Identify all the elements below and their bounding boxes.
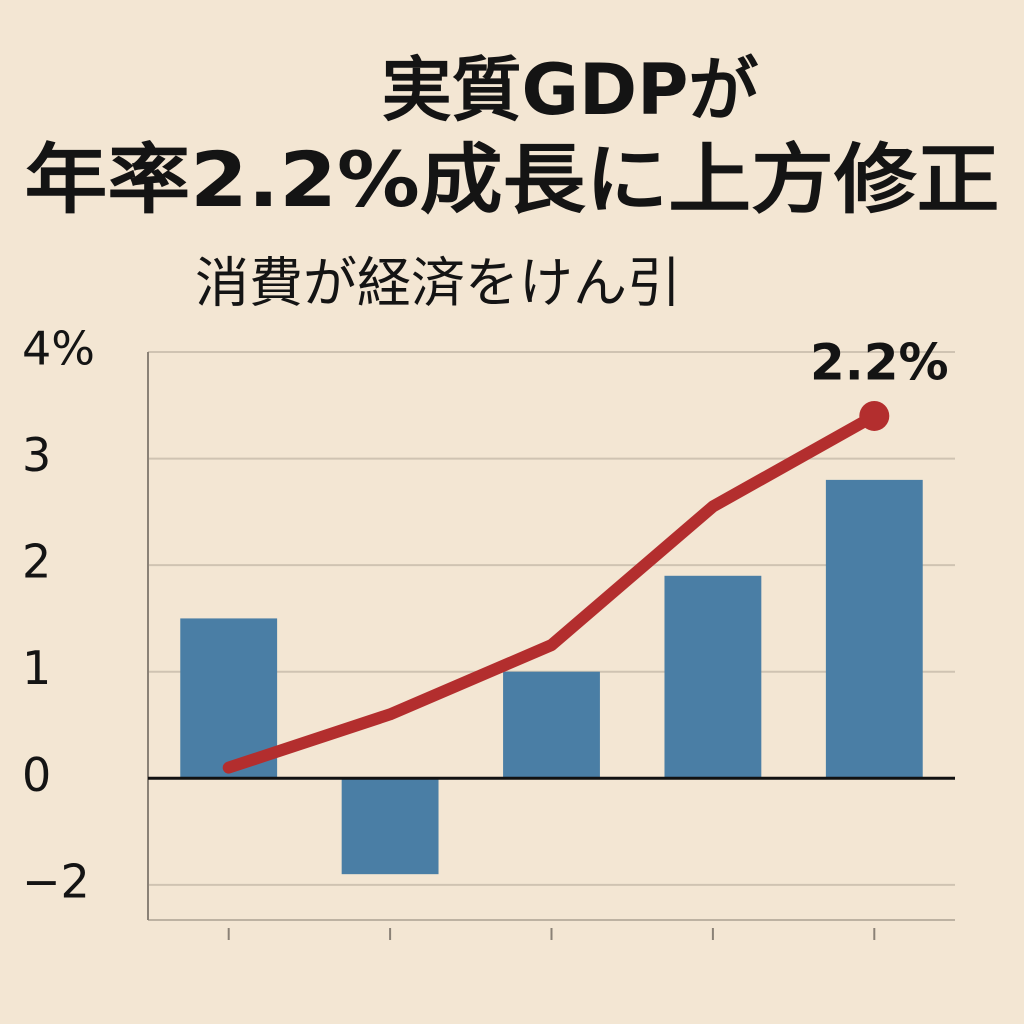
y-tick-label: 3	[22, 428, 51, 482]
bar	[341, 778, 439, 875]
subtitle: 消費が経済をけん引	[195, 252, 681, 315]
line	[222, 409, 881, 774]
bar	[503, 671, 600, 779]
end-marker	[859, 400, 890, 431]
y-tick-label: −2	[22, 854, 90, 908]
bar	[664, 575, 762, 779]
y-tick-label: 2	[22, 535, 51, 589]
bar	[825, 479, 923, 779]
chart-title: 実質GDPが	[382, 49, 759, 131]
y-tick-label: 4%	[22, 322, 95, 376]
y-tick-label: 0	[22, 748, 51, 802]
y-tick-label: 1	[22, 641, 51, 695]
chart-title: 年率2.2%成長に上方修正	[25, 135, 1000, 224]
annotation: 2.2%	[810, 333, 949, 391]
